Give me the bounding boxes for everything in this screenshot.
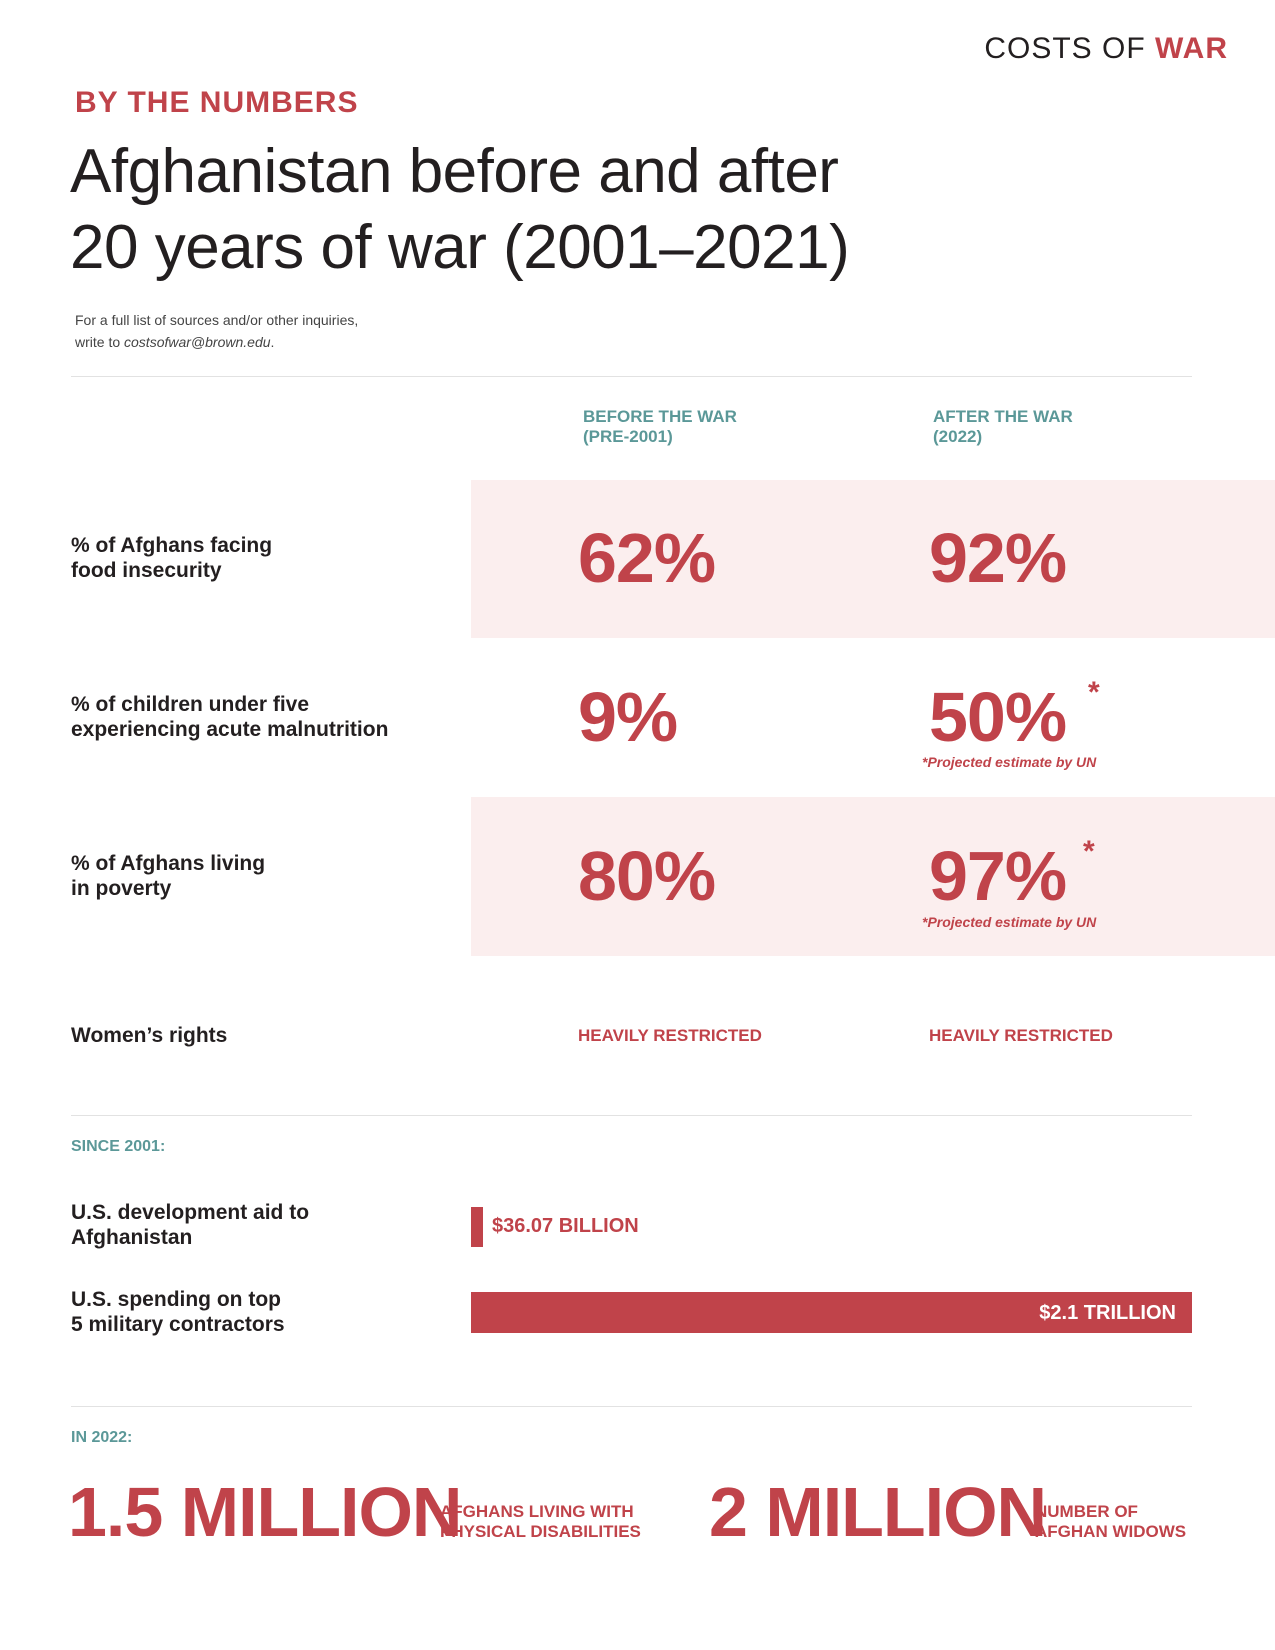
value-after: 50% [929,678,1067,756]
costs-of-war-logo: COSTS OF WAR [984,32,1228,65]
bar-label-development-aid: $36.07 BILLION [492,1215,639,1237]
stat-caption-disabilities: AFGHANS LIVING WITH PHYSICAL DISABILITIES [440,1502,641,1541]
row-band [471,480,1275,638]
kicker: BY THE NUMBERS [75,86,359,119]
row-label-military-contractors: U.S. spending on top 5 military contracto… [71,1288,285,1336]
footnote: *Projected estimate by UN [922,914,1097,930]
page-title: Afghanistan before and after 20 years of … [70,137,850,282]
sources-note: For a full list of sources and/or other … [75,312,359,350]
row-label-development-aid: U.S. development aid to Afghanistan [71,1201,310,1249]
stat-value-disabilities: 1.5 MILLION [68,1473,462,1551]
section-heading-since-2001: SINCE 2001: [71,1138,166,1155]
section-heading-in-2022: IN 2022: [71,1429,133,1446]
value-after: HEAVILY RESTRICTED [929,1026,1113,1045]
bar-military-contractors [471,1292,1192,1333]
divider [71,1115,1192,1116]
value-before: 80% [578,837,716,915]
bar-development-aid [471,1207,484,1247]
row-label-poverty: % of Afghans living in poverty [71,852,266,900]
email-link[interactable]: costsofwar@brown.edu [124,334,271,350]
asterisk: * [1083,835,1095,868]
row-label-food-insecurity: % of Afghans facing food insecurity [71,534,273,582]
footnote: *Projected estimate by UN [922,754,1097,770]
column-header-after: AFTER THE WAR (2022) [933,407,1073,446]
bar-label-military-contractors: $2.1 TRILLION [1039,1302,1176,1324]
column-header-before: BEFORE THE WAR (PRE-2001) [583,407,737,446]
stat-caption-widows: NUMBER OF AFGHAN WIDOWS [1035,1502,1187,1541]
value-before: HEAVILY RESTRICTED [578,1026,762,1045]
row-band [471,797,1275,956]
divider [71,376,1192,377]
value-before: 62% [578,519,716,597]
stat-value-widows: 2 MILLION [709,1473,1047,1551]
value-before: 9% [578,678,678,756]
value-after: 92% [929,519,1067,597]
asterisk: * [1088,676,1100,709]
row-label-malnutrition: % of children under five experiencing acu… [71,693,389,741]
divider [71,1406,1192,1407]
value-after: 97% [929,837,1067,915]
row-label-womens-rights: Women’s rights [71,1024,228,1047]
